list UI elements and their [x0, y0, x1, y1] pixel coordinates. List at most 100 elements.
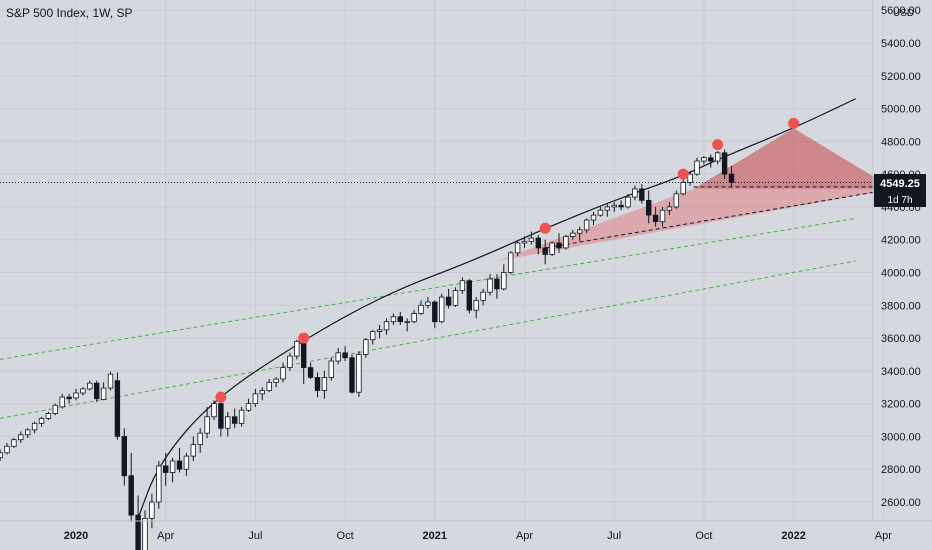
candle-body — [466, 280, 472, 311]
candle-body — [376, 329, 383, 332]
candle — [673, 190, 679, 209]
candle — [204, 406, 210, 439]
x-tick-label: Jul — [607, 530, 621, 542]
candle — [494, 274, 500, 299]
candle — [287, 352, 293, 371]
candle-body — [721, 152, 728, 175]
candle-body — [128, 475, 134, 516]
candle — [728, 165, 735, 188]
candle-body — [356, 354, 362, 393]
red-marker — [677, 168, 689, 180]
candle — [107, 371, 114, 391]
candle — [342, 346, 348, 362]
triangle-upper — [693, 128, 894, 189]
candle — [356, 351, 362, 398]
candle-body — [4, 445, 10, 454]
candle — [466, 279, 472, 314]
candle — [59, 393, 65, 409]
candle — [31, 421, 38, 434]
candle — [231, 408, 238, 429]
candle — [11, 438, 17, 448]
candle-body — [701, 157, 707, 162]
candle-body — [397, 316, 403, 323]
candle — [521, 236, 528, 248]
candle — [618, 200, 624, 211]
candle-body — [680, 181, 686, 195]
candle-body — [390, 316, 397, 323]
candle — [38, 416, 45, 427]
y-tick-label: 3000.00 — [881, 431, 921, 443]
candle — [245, 398, 252, 412]
currency-label: USD — [893, 8, 915, 19]
parabolic-curve — [136, 98, 856, 522]
candle — [335, 347, 341, 365]
candle — [666, 202, 673, 216]
candle — [328, 357, 334, 381]
candle-body — [287, 355, 293, 368]
candle-body — [445, 296, 452, 306]
candle-body — [452, 290, 459, 306]
candle — [639, 183, 645, 204]
candle-body — [52, 404, 58, 414]
candle-body — [583, 219, 590, 231]
y-tick-label: 5400.00 — [881, 38, 921, 50]
candle-body — [18, 434, 24, 441]
candle — [383, 318, 390, 335]
candle — [259, 387, 265, 401]
candle — [314, 372, 321, 398]
candle-body — [501, 272, 507, 290]
y-tick-label: 5200.00 — [881, 71, 921, 83]
candle — [363, 338, 369, 358]
candle-body — [694, 160, 700, 175]
candle — [411, 310, 417, 324]
curve-path — [136, 98, 856, 522]
candle-body — [307, 367, 314, 378]
candle — [135, 495, 141, 550]
candle — [183, 452, 190, 476]
candle-body — [142, 517, 148, 550]
x-tick-label: 2021 — [423, 530, 447, 542]
candle-body — [204, 416, 210, 434]
candle — [94, 380, 100, 403]
candle — [197, 428, 203, 453]
candle — [390, 313, 397, 325]
candle-body — [300, 340, 307, 368]
candle — [114, 372, 121, 440]
candle-body — [94, 382, 100, 400]
candle-body — [294, 340, 300, 357]
x-tick-label: 2020 — [64, 530, 88, 542]
candle-body — [473, 299, 479, 311]
candle-body — [383, 321, 390, 331]
countdown-label: 1d 7h — [887, 195, 912, 206]
candle-body — [100, 387, 107, 400]
candle — [611, 202, 617, 212]
candle — [321, 370, 328, 399]
candle-body — [335, 352, 341, 362]
x-tick-label: 2022 — [781, 530, 805, 542]
green-dashed-line — [0, 260, 856, 419]
candle-body — [666, 206, 673, 211]
candle — [238, 406, 245, 427]
triangle-lower-dashed — [545, 188, 894, 249]
candle-body — [238, 409, 245, 424]
candle — [80, 387, 86, 396]
candle — [369, 329, 376, 345]
y-tick-label: 3800.00 — [881, 300, 921, 312]
candle-body — [625, 196, 631, 208]
candle-body — [107, 373, 114, 389]
red-marker — [788, 117, 800, 129]
x-axis[interactable]: 2020AprJulOct2021AprJulOct2022AprJulOct — [64, 530, 932, 542]
candle — [556, 233, 562, 253]
y-tick-label: 3200.00 — [881, 399, 921, 411]
candle-body — [652, 214, 659, 223]
y-tick-label: 4200.00 — [881, 235, 921, 247]
candle — [480, 288, 486, 306]
candle — [100, 382, 107, 401]
y-tick-label: 4000.00 — [881, 268, 921, 280]
candle-body — [11, 439, 17, 447]
y-tick-label: 3600.00 — [881, 333, 921, 345]
candle-body — [342, 352, 348, 359]
candle — [149, 493, 155, 529]
candle — [535, 234, 541, 255]
